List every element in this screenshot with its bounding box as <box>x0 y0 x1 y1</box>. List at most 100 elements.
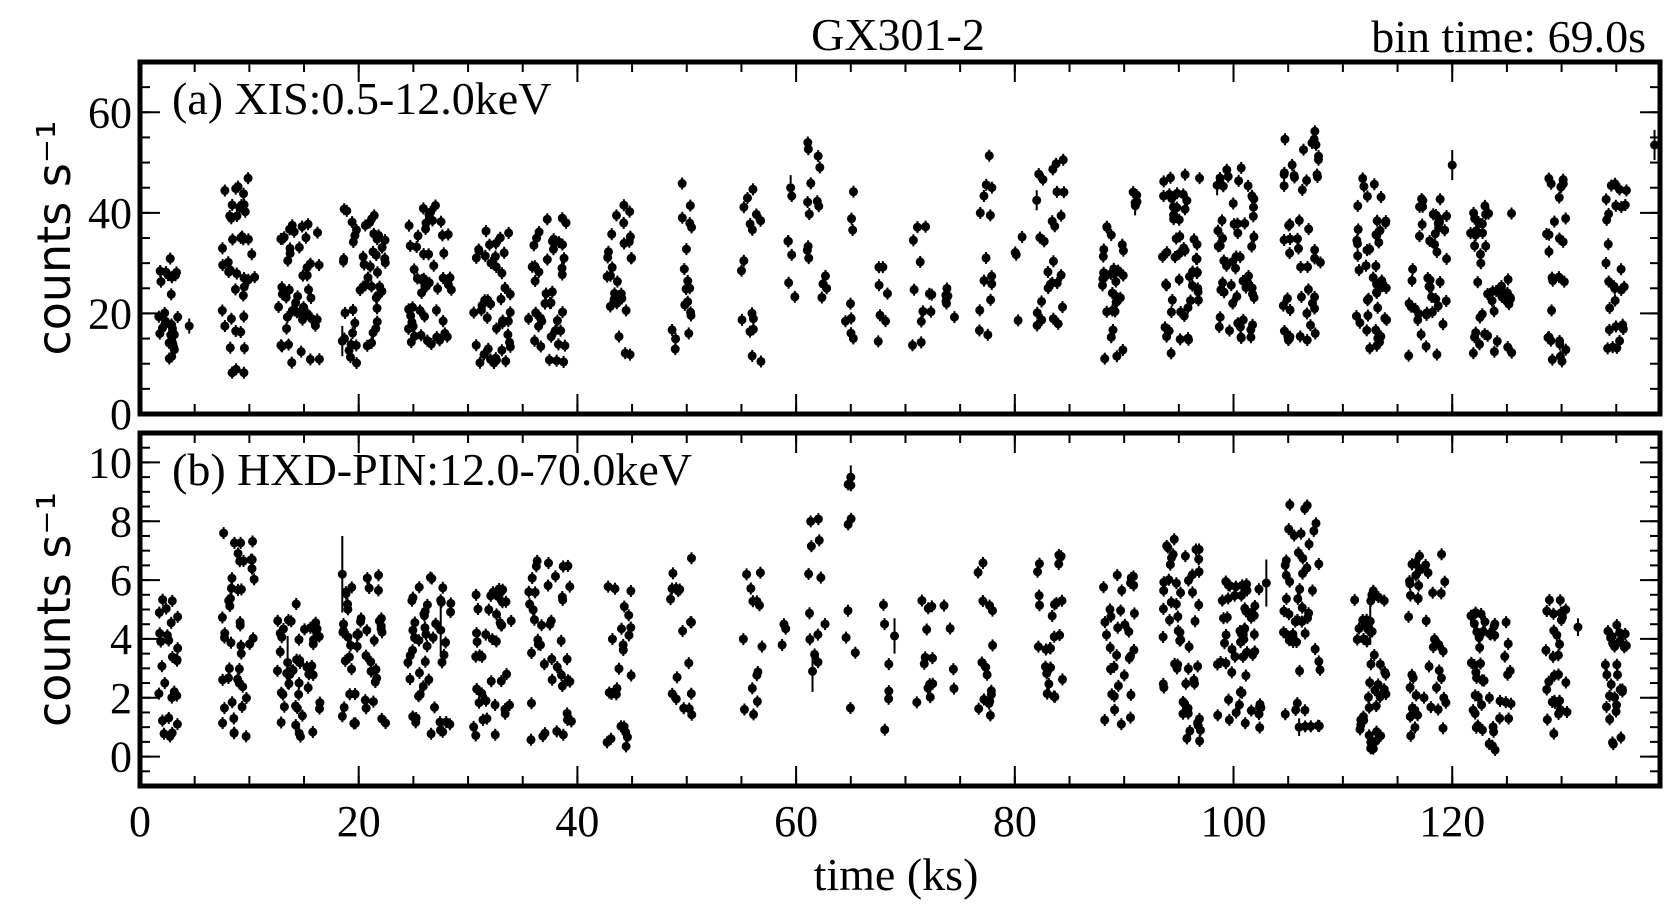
data-point <box>1169 214 1179 224</box>
data-point <box>747 683 757 693</box>
data-point <box>979 276 989 286</box>
data-point <box>978 596 988 606</box>
data-point <box>1410 722 1420 732</box>
data-point <box>1047 278 1057 288</box>
data-point <box>494 584 504 594</box>
data-point <box>376 613 386 623</box>
data-point <box>908 235 918 245</box>
data-point <box>873 336 883 346</box>
data-point <box>627 253 637 263</box>
data-point <box>1218 233 1228 243</box>
data-point <box>1423 568 1433 578</box>
data-point <box>814 535 824 545</box>
panel-label: (b) HXD-PIN:12.0-70.0keV <box>172 444 692 495</box>
y-tick-label: 8 <box>110 497 132 546</box>
data-point <box>981 253 991 263</box>
data-point <box>475 358 485 368</box>
data-point <box>1549 729 1559 739</box>
data-point <box>351 340 361 350</box>
data-point <box>370 677 380 687</box>
data-point <box>752 596 762 606</box>
data-point <box>276 717 286 727</box>
data-point <box>217 612 227 622</box>
data-point <box>1057 674 1067 684</box>
data-point <box>607 262 617 272</box>
data-point <box>1561 678 1571 688</box>
data-point <box>787 250 797 260</box>
data-point <box>560 341 570 351</box>
data-point <box>1234 700 1244 710</box>
data-point <box>1603 239 1613 249</box>
data-point <box>1174 275 1184 285</box>
data-point <box>1375 692 1385 702</box>
data-point <box>1295 331 1305 341</box>
data-point <box>1112 650 1122 660</box>
data-point <box>1044 679 1054 689</box>
data-point <box>539 659 549 669</box>
data-point <box>1248 211 1258 221</box>
data-point <box>407 596 417 606</box>
data-point <box>618 645 628 655</box>
data-point <box>945 623 955 633</box>
data-point <box>1048 256 1058 266</box>
data-point <box>1302 335 1312 345</box>
data-point <box>276 688 286 698</box>
data-point <box>1105 604 1115 614</box>
data-point <box>380 235 390 245</box>
data-point <box>547 654 557 664</box>
data-point <box>1468 705 1478 715</box>
data-point <box>1435 194 1445 204</box>
data-point <box>414 668 424 678</box>
data-point <box>537 316 547 326</box>
data-point <box>372 303 382 313</box>
data-point <box>1279 606 1289 616</box>
data-point <box>504 228 514 238</box>
data-point <box>530 261 540 271</box>
data-point <box>1292 234 1302 244</box>
data-point <box>1418 196 1428 206</box>
data-point <box>491 323 501 333</box>
data-point <box>1353 251 1363 261</box>
data-point <box>1235 322 1245 332</box>
data-point <box>1501 697 1511 707</box>
data-point <box>1414 581 1424 591</box>
data-point <box>1549 626 1559 636</box>
data-point <box>803 144 813 154</box>
data-point <box>1300 628 1310 638</box>
data-point <box>1175 334 1185 344</box>
data-point <box>1351 311 1361 321</box>
data-point <box>1106 664 1116 674</box>
data-point <box>973 567 983 577</box>
data-point <box>1479 676 1489 686</box>
data-point <box>1176 635 1186 645</box>
data-point <box>405 674 415 684</box>
data-point <box>1302 308 1312 318</box>
data-point <box>603 252 613 262</box>
data-point <box>667 325 677 335</box>
data-point <box>1215 312 1225 322</box>
data-point <box>626 623 636 633</box>
data-point <box>428 633 438 643</box>
data-point <box>377 286 387 296</box>
data-point <box>292 655 302 665</box>
data-point <box>306 293 316 303</box>
data-point <box>1432 247 1442 257</box>
data-point <box>527 648 537 658</box>
data-point <box>167 693 177 703</box>
data-point <box>1102 222 1112 232</box>
data-point <box>422 641 432 651</box>
data-point <box>1425 275 1435 285</box>
data-point <box>525 599 535 609</box>
data-point <box>624 610 634 620</box>
data-point <box>425 572 435 582</box>
data-point <box>1289 531 1299 541</box>
data-point <box>291 701 301 711</box>
y-tick-label: 10 <box>88 438 132 487</box>
data-point <box>1555 339 1565 349</box>
data-point <box>1413 593 1423 603</box>
data-point <box>847 214 857 224</box>
data-point <box>1230 652 1240 662</box>
data-point <box>686 689 696 699</box>
data-point <box>495 618 505 628</box>
data-point <box>558 730 568 740</box>
